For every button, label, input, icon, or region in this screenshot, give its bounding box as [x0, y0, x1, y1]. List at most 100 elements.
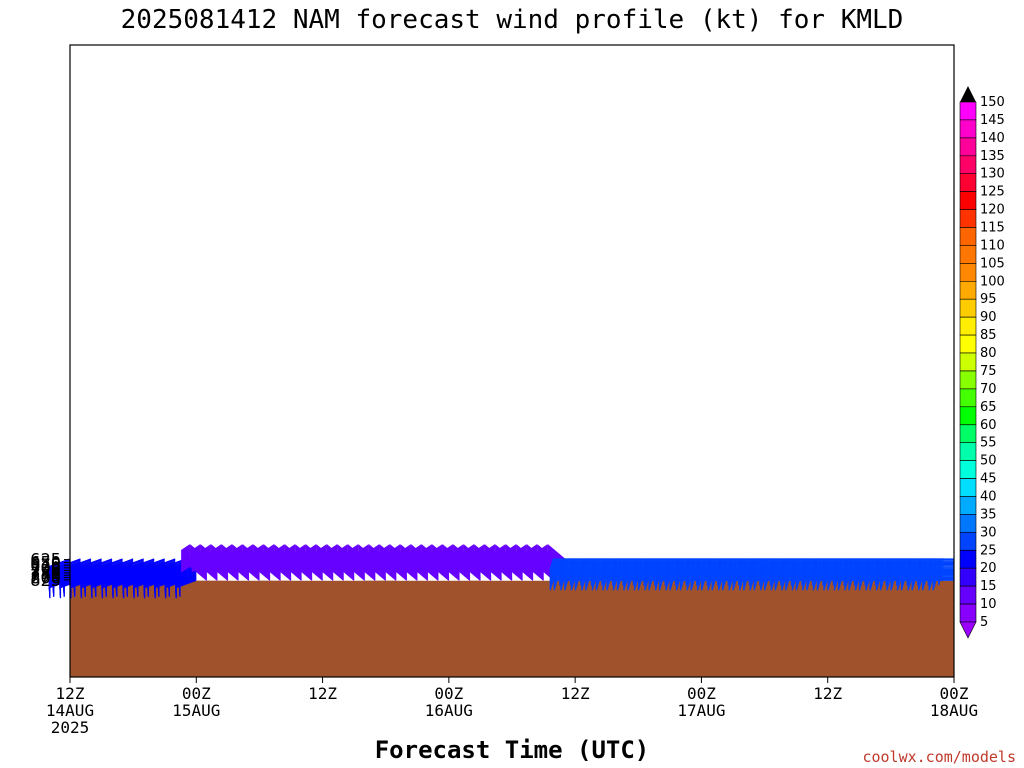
barb-flag-10kt [359, 551, 370, 558]
barb-flag-10kt [338, 552, 349, 559]
barb-flag-10kt [454, 562, 464, 570]
barb-flag-10kt [370, 554, 380, 561]
barb-flag-10kt [507, 565, 517, 573]
barb-flag-10kt [538, 553, 549, 560]
barb-flag-10kt [180, 556, 191, 564]
barb-flag-10kt [422, 561, 433, 568]
barb-flag-10kt [443, 546, 454, 554]
barb-flag-10kt [307, 558, 317, 565]
barb-flag-10kt [233, 563, 243, 571]
barb-flag-10kt [222, 559, 233, 566]
barb-flag-10kt [254, 544, 264, 552]
barb-flag-10kt [317, 546, 328, 554]
barb-flag-10kt [222, 553, 233, 560]
barb-flag-10kt [454, 561, 464, 569]
barb-flag-10kt [517, 551, 528, 558]
barb-flag-10kt [233, 562, 243, 570]
barb-flag-10kt [465, 565, 475, 573]
barb-flag-10kt [307, 547, 317, 555]
barb-flag-10kt [349, 561, 359, 568]
barb-flag-10kt [359, 562, 370, 570]
barb-flag-10kt [507, 551, 517, 558]
barb-flag-10kt [244, 549, 254, 557]
barb-flag-10kt [433, 548, 443, 556]
barb-flag-10kt [328, 564, 338, 572]
barb-flag-10kt [338, 545, 349, 553]
barb-flag-10kt [180, 559, 191, 566]
barb-flag-10kt [349, 546, 359, 554]
barb-flag-10kt [486, 561, 496, 568]
barb-flag-10kt [201, 552, 212, 559]
barb-flag-10kt [359, 564, 370, 572]
barb-flag-10kt [349, 562, 359, 570]
barb-flag-10kt [496, 559, 507, 566]
barb-flag-10kt [412, 546, 422, 554]
barb-flag-10kt [286, 562, 296, 570]
barb-flag-10kt [370, 560, 380, 567]
barb-flag-10kt [370, 562, 380, 569]
barb-flag-10kt [391, 547, 401, 555]
barb-flag-10kt [538, 561, 549, 569]
barb-flag-10kt [191, 558, 201, 565]
barb-flag-10kt [180, 548, 191, 556]
barb-flag-10kt [433, 555, 443, 563]
barb-flag-10kt [222, 562, 233, 570]
barb-flag-10kt [328, 549, 338, 557]
barb-flag-10kt [433, 563, 443, 571]
barb-flag-10kt [212, 559, 222, 566]
barb-flag-10kt [338, 554, 349, 561]
barb-flag-10kt [254, 547, 264, 555]
barb-flag-10kt [222, 548, 233, 556]
barb-flag-10kt [191, 559, 201, 566]
barb-flag-10kt [391, 556, 401, 564]
barb-flag-10kt [496, 549, 507, 557]
barb-flag-10kt [191, 546, 201, 554]
barb-flag-10kt [538, 557, 549, 565]
barb-flag-10kt [538, 565, 549, 573]
barb-flag-10kt [222, 552, 233, 559]
barb-flag-10kt [391, 564, 401, 572]
barb-flag-10kt [370, 559, 380, 566]
barb-flag-10kt [63, 586, 65, 597]
barb-flag-10kt [380, 565, 391, 573]
barb-flag-10kt [465, 549, 475, 557]
barb-flag-10kt [212, 562, 222, 569]
barb-flag-10kt [422, 552, 433, 559]
barb-flag-10kt [212, 544, 222, 552]
barb-flag-10kt [433, 553, 443, 560]
barb-flag-10kt [201, 560, 212, 567]
barb-flag-10kt [370, 556, 380, 564]
barb-flag-10kt [465, 558, 475, 565]
barb-flag-10kt [422, 563, 433, 571]
barb-flag-10kt [370, 563, 380, 571]
barb-flag-10kt [254, 552, 264, 559]
barb-flag-10kt [496, 565, 507, 573]
barb-flag-10kt [412, 565, 422, 573]
barb-flag-10kt [254, 563, 264, 571]
barb-flag-10kt [443, 547, 454, 555]
barb-flag-10kt [180, 551, 191, 558]
barb-flag-10kt [412, 548, 422, 556]
barb-flag-10kt [244, 546, 254, 554]
barb-flag-10kt [296, 565, 307, 573]
barb-flag-10kt [338, 551, 349, 558]
barb-flag-10kt [359, 544, 370, 552]
barb-flag-10kt [401, 547, 412, 555]
barb-flag-10kt [443, 561, 454, 568]
barb-flag-10kt [254, 557, 264, 565]
barb-flag-10kt [201, 544, 212, 552]
barb-flag-10kt [380, 564, 391, 572]
barb-flag-10kt [507, 546, 517, 554]
barb-flag-10kt [517, 564, 528, 572]
barb-flag-10kt [201, 565, 212, 573]
barb-flag-10kt [454, 552, 464, 559]
barb-flag-10kt [191, 551, 201, 558]
barb-flag-10kt [349, 559, 359, 566]
barb-flag-10kt [233, 557, 243, 565]
barb-flag-10kt [507, 564, 517, 572]
barb-flag-10kt [275, 553, 286, 560]
barb-flag-10kt [391, 565, 401, 573]
barb-flag-10kt [359, 552, 370, 559]
barb-flag-10kt [401, 564, 412, 572]
barb-flag-10kt [465, 544, 475, 552]
